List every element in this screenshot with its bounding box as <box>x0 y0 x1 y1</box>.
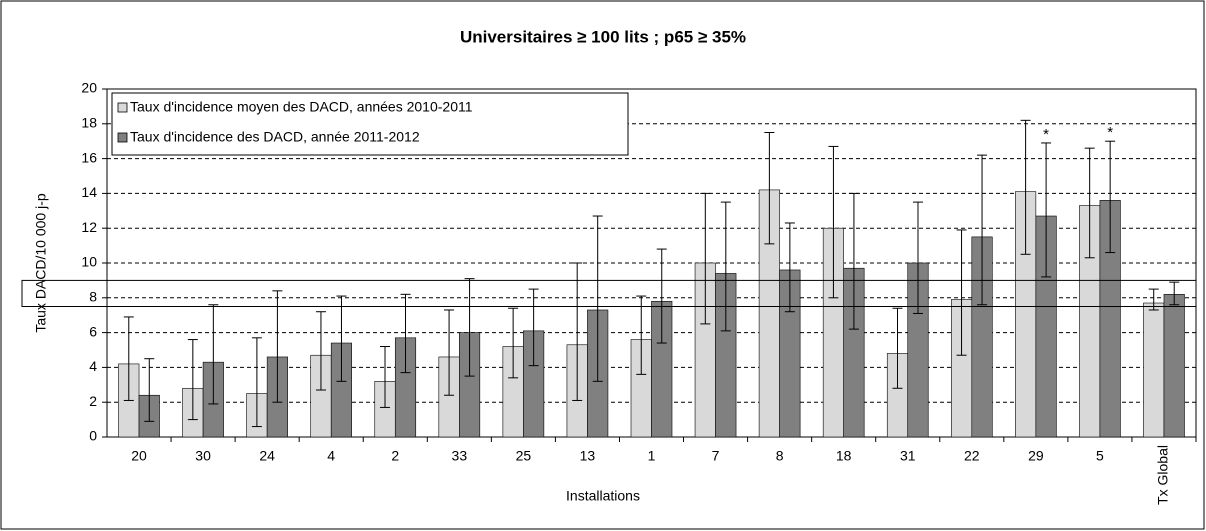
error-bar <box>272 290 283 403</box>
error-bar <box>464 278 475 377</box>
legend-swatch <box>117 132 128 143</box>
annotation: * <box>1107 124 1113 141</box>
y-tick-label: 6 <box>89 323 97 339</box>
error-bar <box>1084 147 1095 259</box>
legend-box <box>111 92 629 156</box>
x-tick-label: 20 <box>131 448 147 464</box>
error-bar <box>444 309 455 396</box>
error-bar <box>592 215 603 382</box>
legend-label: Taux d'incidence moyen des DACD, années … <box>130 99 473 115</box>
x-tick-label: 30 <box>195 448 211 464</box>
x-tick-label: 31 <box>900 448 916 464</box>
error-bar <box>636 295 647 375</box>
error-bar <box>380 346 391 408</box>
error-bar <box>251 337 262 428</box>
error-bar <box>1041 142 1052 278</box>
error-bar <box>572 262 583 401</box>
bar <box>1143 302 1165 438</box>
y-tick-label: 12 <box>81 219 97 235</box>
x-tick-label: 5 <box>1096 448 1104 464</box>
x-axis-label: Installations <box>566 488 640 504</box>
error-bar <box>208 304 219 405</box>
error-bar <box>656 248 667 344</box>
error-bar <box>1169 281 1180 306</box>
x-tick-label: 25 <box>516 448 532 464</box>
y-tick-label: 18 <box>81 115 97 131</box>
error-bar <box>764 132 775 245</box>
error-bar <box>336 295 347 382</box>
y-tick-label: 0 <box>89 428 97 444</box>
bar <box>1163 294 1185 438</box>
y-axis-label: Taux DACD/10 000 j-p <box>33 193 49 333</box>
y-tick-label: 2 <box>89 393 97 409</box>
error-bar <box>912 201 923 314</box>
x-tick-label: 33 <box>452 448 468 464</box>
x-tick-label: 24 <box>259 448 275 464</box>
y-tick-label: 8 <box>89 289 97 305</box>
x-tick-label: Tx Global <box>1155 445 1171 505</box>
y-tick-label: 14 <box>81 184 97 200</box>
legend-label: Taux d'incidence des DACD, année 2011-20… <box>130 129 420 145</box>
error-bar <box>400 293 411 374</box>
y-tick-label: 16 <box>81 149 97 165</box>
error-bar <box>1105 140 1116 254</box>
error-bar <box>956 229 967 356</box>
reference-band <box>21 279 1197 307</box>
error-bar <box>528 288 539 367</box>
y-tick-label: 20 <box>81 80 97 96</box>
error-bar <box>828 145 839 299</box>
x-tick-label: 7 <box>712 448 720 464</box>
error-bar <box>123 316 134 401</box>
x-tick-label: 18 <box>836 448 852 464</box>
error-bar <box>700 192 711 325</box>
error-bar <box>720 201 731 332</box>
error-bar <box>1020 119 1031 255</box>
x-tick-label: 1 <box>648 448 656 464</box>
legend-swatch <box>117 102 128 113</box>
error-bar <box>977 154 988 306</box>
error-bar <box>315 311 326 391</box>
y-tick-label: 10 <box>81 254 97 270</box>
x-tick-label: 13 <box>580 448 596 464</box>
error-bar <box>892 307 903 389</box>
x-tick-label: 8 <box>776 448 784 464</box>
error-bar <box>187 339 198 421</box>
error-bar <box>144 358 155 422</box>
annotation: * <box>1043 126 1049 143</box>
y-tick-label: 4 <box>89 358 97 374</box>
error-bar <box>508 307 519 379</box>
x-tick-label: 2 <box>391 448 399 464</box>
error-bar <box>784 222 795 313</box>
x-tick-label: 29 <box>1028 448 1044 464</box>
x-tick-label: 4 <box>327 448 335 464</box>
x-tick-label: 22 <box>964 448 980 464</box>
chart-title: Universitaires ≥ 100 lits ; p65 ≥ 35% <box>460 27 746 46</box>
